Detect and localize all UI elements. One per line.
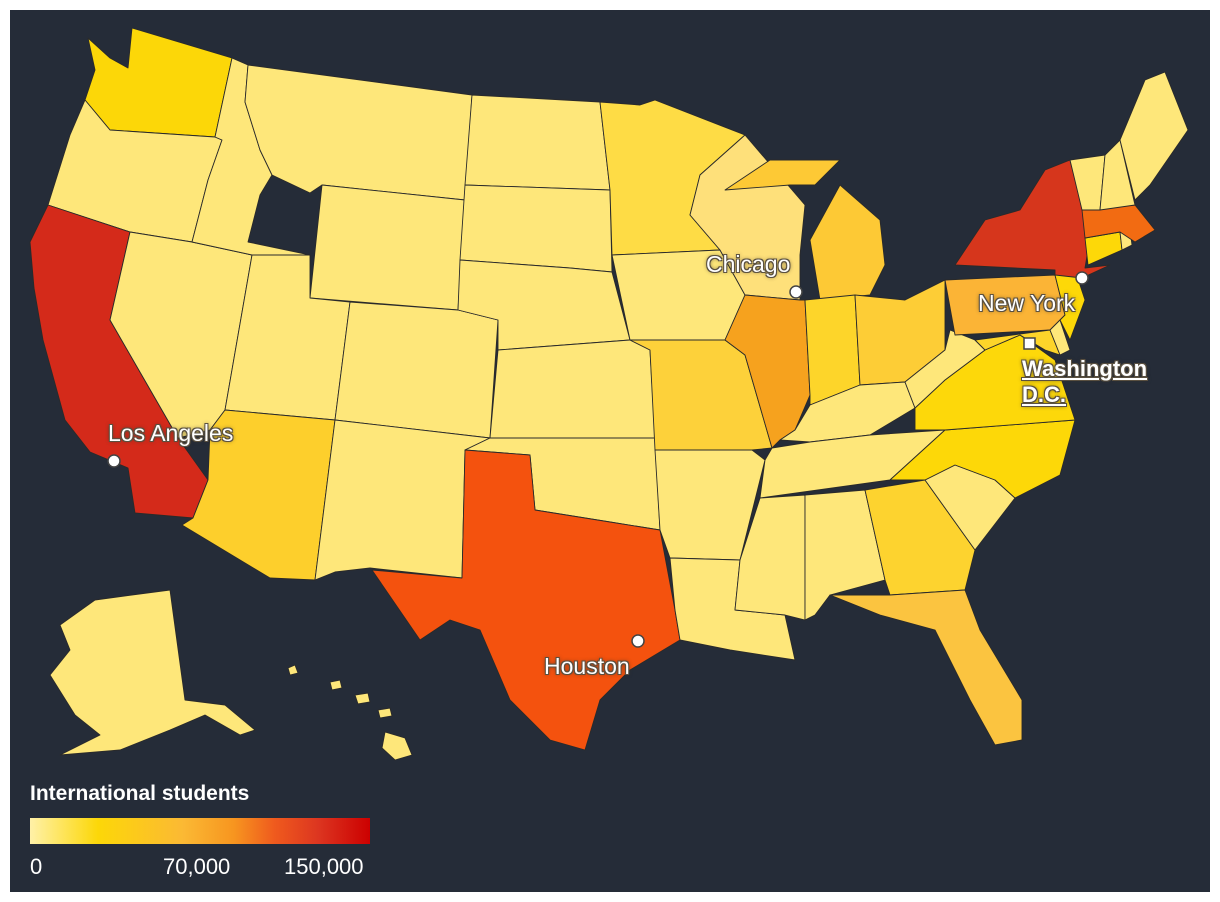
city-marker-new-york xyxy=(1075,271,1089,285)
capital-label-line1: Washington xyxy=(1022,356,1148,381)
legend-title: International students xyxy=(30,782,250,805)
state-florida[interactable] xyxy=(829,589,1023,746)
state-tennessee[interactable] xyxy=(759,429,946,499)
legend-tick-mid: 70,000 xyxy=(163,854,231,879)
state-wyoming[interactable] xyxy=(309,184,466,311)
city-marker-houston xyxy=(631,634,645,648)
capital-label-washington-dc: Washington D.C. xyxy=(1022,356,1147,408)
us-choropleth-map xyxy=(29,27,1189,761)
state-south-dakota[interactable] xyxy=(459,184,613,273)
city-label-houston: Houston xyxy=(544,653,630,679)
capital-label-line2: D.C. xyxy=(1022,382,1066,407)
state-montana[interactable] xyxy=(244,64,473,201)
state-colorado[interactable] xyxy=(334,301,499,439)
legend-tick-max: 150,000 xyxy=(284,854,364,879)
city-marker-chicago xyxy=(789,285,803,299)
state-alaska[interactable] xyxy=(49,589,256,756)
city-label-los-angeles: Los Angeles xyxy=(108,420,234,446)
state-north-dakota[interactable] xyxy=(464,94,611,191)
state-washington[interactable] xyxy=(84,27,233,138)
state-hawaii[interactable] xyxy=(287,664,413,761)
state-maine[interactable] xyxy=(1119,71,1189,201)
state-new-hampshire[interactable] xyxy=(1099,139,1136,211)
city-label-new-york: New York xyxy=(978,290,1076,316)
city-marker-los-angeles xyxy=(107,454,121,468)
city-label-chicago: Chicago xyxy=(706,251,791,277)
map-frame: Los Angeles Chicago New York Houston Was… xyxy=(10,10,1210,892)
state-kansas[interactable] xyxy=(489,339,656,439)
legend-color-scale xyxy=(30,818,370,844)
capital-marker-washington-dc xyxy=(1023,337,1036,350)
legend-tick-min: 0 xyxy=(30,854,43,879)
state-michigan[interactable] xyxy=(724,159,886,301)
state-delaware[interactable] xyxy=(1049,319,1071,356)
state-texas[interactable] xyxy=(371,449,681,751)
legend: International students 0 70,000 150,000 xyxy=(30,780,375,879)
